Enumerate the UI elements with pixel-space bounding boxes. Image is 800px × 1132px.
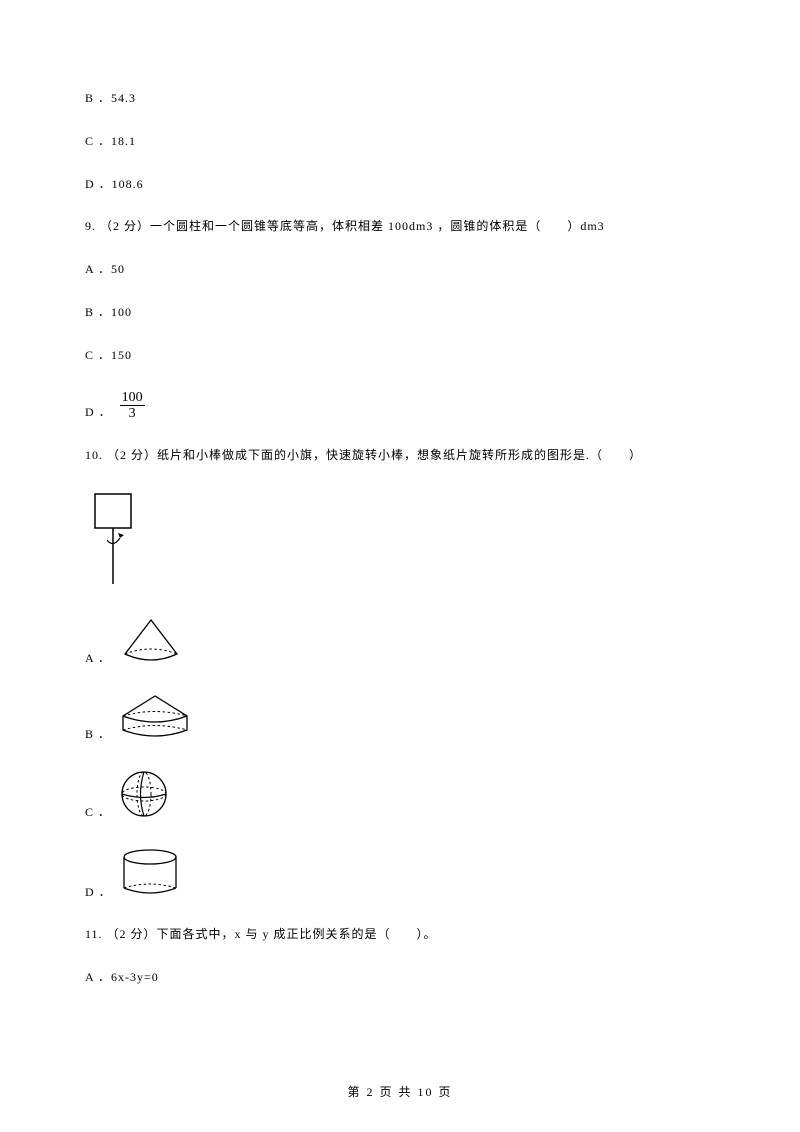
q8-option-c: C ．18.1 [85, 133, 715, 150]
q10-option-a: A ． [85, 614, 715, 666]
q8-option-d: D ．108.6 [85, 176, 715, 193]
q8-option-b: B ．54.3 [85, 90, 715, 107]
cone-icon [115, 614, 187, 666]
q11-option-a: A ．6x-3y=0 [85, 969, 715, 986]
q9-fraction: 100 3 [120, 390, 145, 422]
q10-option-b-label: B ． [85, 725, 111, 742]
sphere-icon [115, 768, 173, 820]
q10-option-c-label: C ． [85, 803, 111, 820]
q10-option-d-label: D ． [85, 883, 112, 900]
q10-stem: 10. （2 分）纸片和小棒做成下面的小旗，快速旋转小棒，想象纸片旋转所形成的图… [85, 447, 715, 464]
q9-fraction-den: 3 [120, 406, 145, 421]
page-footer: 第 2 页 共 10 页 [0, 1083, 800, 1100]
frustum-icon [115, 692, 195, 742]
cylinder-icon [116, 846, 184, 900]
flag-icon [85, 490, 145, 588]
q10-figure-flag [85, 490, 715, 588]
q9-option-c: C ．150 [85, 347, 715, 364]
q9-option-d-label: D ． [85, 403, 112, 421]
q10-option-d: D ． [85, 846, 715, 900]
q10-option-b: B ． [85, 692, 715, 742]
q10-option-c: C ． [85, 768, 715, 820]
q9-option-b: B ．100 [85, 304, 715, 321]
q9-stem: 9. （2 分）一个圆柱和一个圆锥等底等高，体积相差 100dm3 ，圆锥的体积… [85, 218, 715, 235]
q10-option-a-label: A ． [85, 649, 111, 666]
q9-option-d: D ． 100 3 [85, 390, 715, 422]
q9-fraction-num: 100 [120, 390, 145, 406]
q9-option-a: A ．50 [85, 261, 715, 278]
q11-stem: 11. （2 分）下面各式中，x 与 y 成正比例关系的是（ ）。 [85, 926, 715, 943]
